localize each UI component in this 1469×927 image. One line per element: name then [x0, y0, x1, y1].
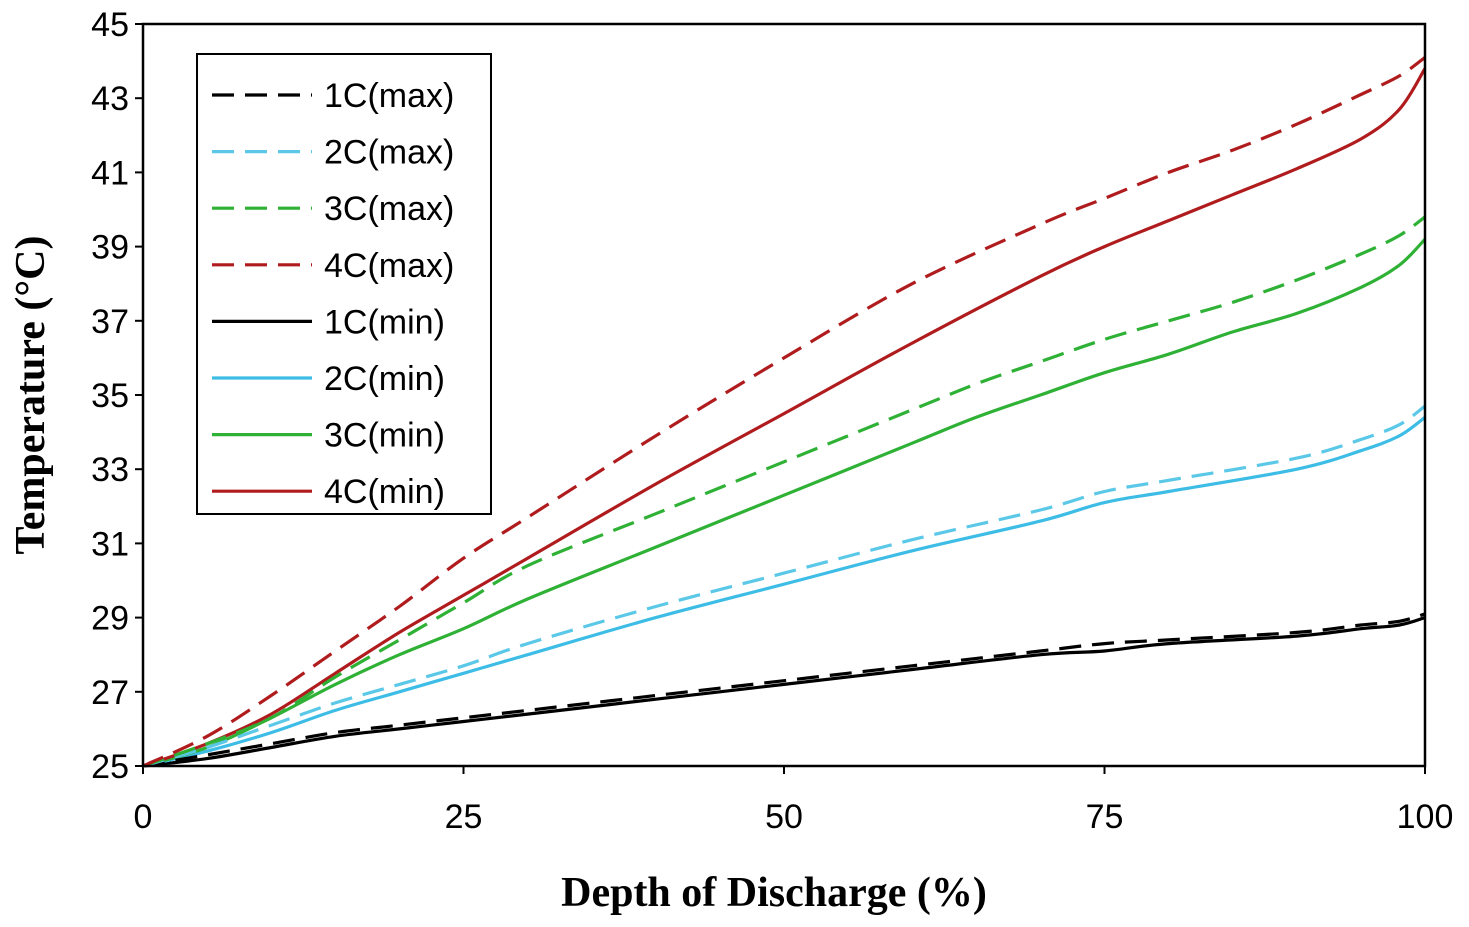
legend-label: 2C(max)	[324, 134, 454, 172]
y-tick-label: 25	[91, 748, 129, 786]
x-axis-title: Depth of Discharge (%)	[561, 870, 987, 916]
y-tick-label: 31	[91, 525, 129, 563]
legend-label: 4C(min)	[324, 473, 445, 511]
y-tick-label: 39	[91, 229, 129, 267]
series-line-1c-max	[142, 612, 1426, 768]
series-line-2c-min	[142, 416, 1426, 768]
x-axis-ticks: 0 25 50 75 100	[134, 766, 1454, 836]
legend: 1C(max) 2C(max) 3C(max) 4C(max) 1C(min) 2C(mi…	[196, 53, 492, 515]
y-axis-title: Temperature (°C)	[8, 236, 54, 555]
y-tick-label: 27	[91, 674, 129, 712]
legend-label: 3C(max)	[324, 190, 454, 228]
y-tick-label: 41	[91, 154, 129, 192]
x-tick-label: 50	[765, 798, 803, 836]
legend-label: 1C(min)	[324, 303, 445, 341]
plot-frame	[141, 22, 1427, 768]
y-tick-label: 33	[91, 451, 129, 489]
legend-label: 4C(max)	[324, 247, 454, 285]
series-line-1c-min	[142, 616, 1426, 768]
x-tick-label: 100	[1397, 798, 1454, 836]
x-tick-label: 0	[134, 798, 153, 836]
legend-box	[196, 53, 492, 515]
y-tick-label: 37	[91, 303, 129, 341]
legend-label: 2C(min)	[324, 360, 445, 398]
series-line-3c-max	[142, 215, 1426, 768]
x-tick-label: 25	[445, 798, 483, 836]
series-line-4c-max	[142, 56, 1426, 768]
y-tick-label: 45	[91, 6, 129, 44]
y-tick-label: 43	[91, 80, 129, 118]
series-line-3c-min	[142, 238, 1427, 768]
series-lines	[142, 56, 1427, 768]
y-tick-label: 29	[91, 600, 129, 638]
x-tick-label: 75	[1086, 798, 1124, 836]
legend-label: 1C(max)	[324, 77, 454, 115]
y-axis-ticks: 25 27 29 31 33 35 37 39 41 43 45	[91, 6, 143, 786]
legend-label: 3C(min)	[324, 417, 445, 455]
series-line-2c-max	[142, 404, 1426, 768]
series-line-4c-min	[142, 67, 1427, 768]
y-tick-label: 35	[91, 377, 129, 415]
